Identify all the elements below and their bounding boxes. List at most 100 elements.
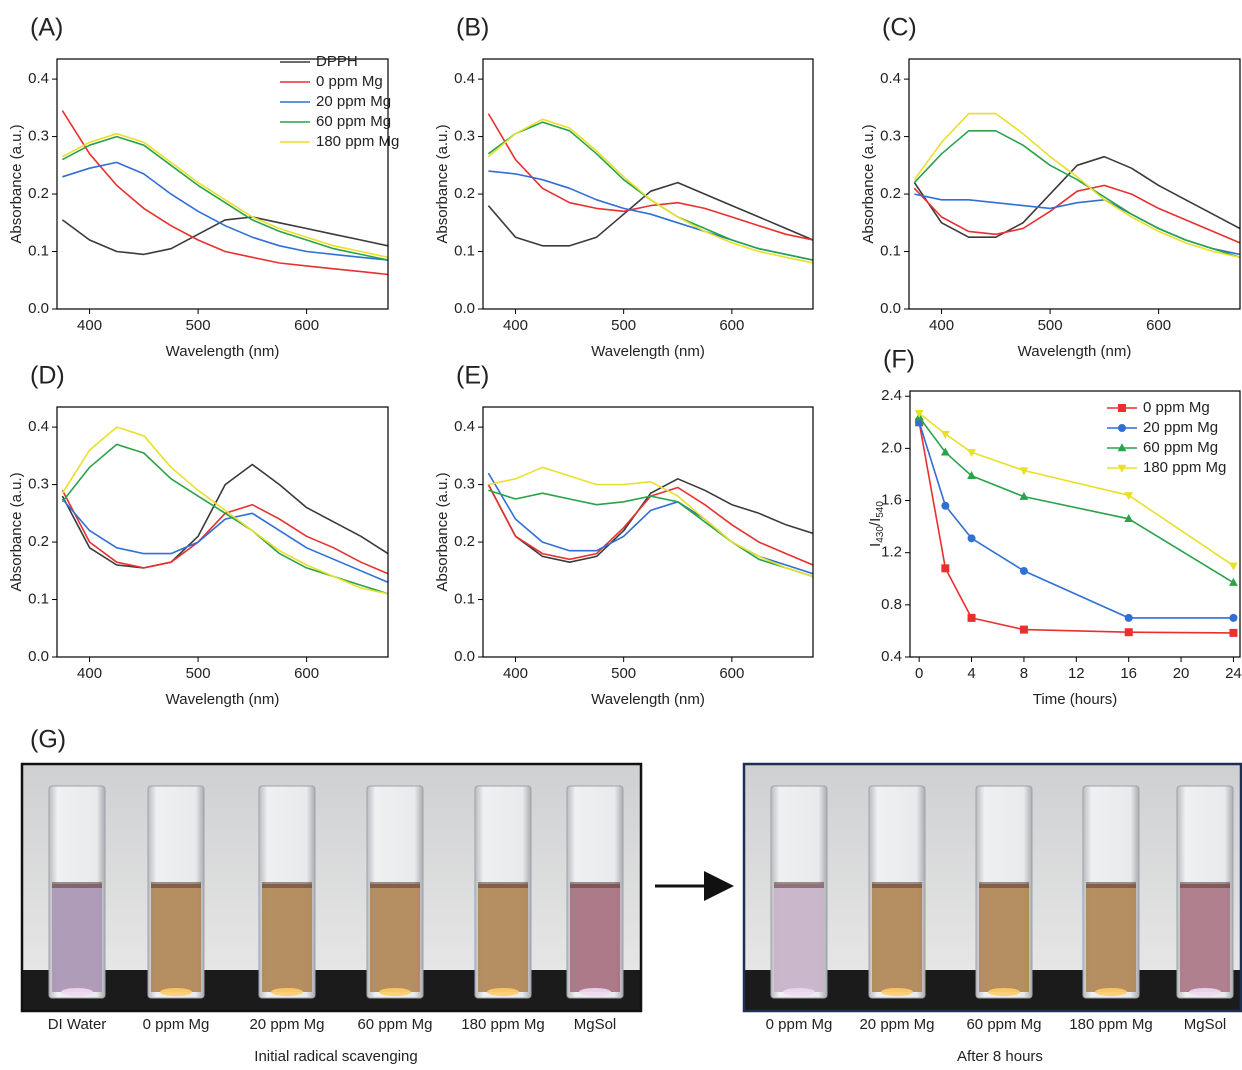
liquid-meniscus — [872, 882, 922, 888]
marker — [1229, 628, 1238, 637]
cuvette-liquid — [1180, 884, 1230, 992]
panel-label: (E) — [456, 362, 489, 390]
cuvette-liquid — [370, 884, 420, 992]
y-axis-label: Absorbance (a.u.) — [434, 124, 451, 243]
light-glow — [1095, 988, 1127, 996]
sample-label: MgSol — [574, 1016, 617, 1033]
panel-label: (A) — [30, 14, 63, 42]
sample-label: DI Water — [48, 1016, 107, 1033]
y-tick-label: 0.0 — [28, 300, 49, 317]
x-tick-label: 400 — [503, 317, 528, 334]
light-glow — [61, 988, 93, 996]
liquid-meniscus — [262, 882, 312, 888]
marker — [1229, 613, 1238, 622]
sample-label: 0 ppm Mg — [766, 1016, 833, 1033]
y-tick-label: 0.1 — [454, 242, 475, 259]
y-tick-label: 0.2 — [454, 533, 475, 550]
sample-label: 180 ppm Mg — [461, 1016, 544, 1033]
y-tick-label: 0.8 — [881, 596, 902, 613]
cuvette-liquid — [774, 884, 824, 992]
series-line — [61, 110, 388, 276]
light-glow — [988, 988, 1020, 996]
cuvette-liquid — [872, 884, 922, 992]
marker — [1019, 625, 1028, 634]
x-axis-label: Time (hours) — [1033, 691, 1117, 708]
cuvette-liquid — [52, 884, 102, 992]
marker — [1229, 562, 1238, 571]
photo-table — [22, 970, 641, 1011]
series-line — [488, 170, 813, 261]
light-glow — [487, 988, 519, 996]
y-tick-label: 0.1 — [880, 242, 901, 259]
y-tick-label: 0.1 — [454, 590, 475, 607]
photo-frame — [20, 762, 643, 1013]
legend-label: 180 ppm Mg — [1143, 459, 1226, 476]
y-tick-label: 0.2 — [454, 185, 475, 202]
series-line — [488, 466, 813, 578]
y-axis-label: Absorbance (a.u.) — [8, 472, 25, 591]
series-line — [487, 113, 813, 241]
x-tick-label: 8 — [1020, 665, 1028, 682]
x-tick-label: 400 — [77, 665, 102, 682]
y-tick-label: 0.2 — [28, 185, 49, 202]
series-line — [62, 161, 388, 261]
y-tick-label: 0.2 — [880, 185, 901, 202]
x-axis-label: Wavelength (nm) — [1018, 343, 1132, 360]
liquid-meniscus — [52, 882, 102, 888]
x-tick-label: 24 — [1225, 665, 1242, 682]
plot-frame — [482, 406, 814, 658]
series-line — [61, 463, 388, 569]
light-glow — [271, 988, 303, 996]
cuvette-liquid — [570, 884, 620, 992]
marker — [1117, 443, 1127, 452]
y-axis-label-part: I — [867, 543, 884, 547]
x-tick-label: 500 — [611, 665, 636, 682]
x-tick-label: 500 — [1038, 317, 1063, 334]
panel-label: (D) — [30, 362, 65, 390]
x-tick-label: 400 — [77, 317, 102, 334]
photo-caption: Initial radical scavenging — [254, 1048, 417, 1065]
series-line — [913, 184, 1240, 244]
plot-frame — [908, 58, 1241, 310]
x-tick-label: 20 — [1173, 665, 1190, 682]
legend-label: DPPH — [316, 53, 358, 70]
marker — [1124, 513, 1134, 522]
y-tick-label: 0.2 — [28, 533, 49, 550]
photo-caption: After 8 hours — [957, 1048, 1043, 1065]
x-tick-label: 400 — [929, 317, 954, 334]
y-tick-label: 0.0 — [454, 300, 475, 317]
cuvette-liquid — [151, 884, 201, 992]
marker — [967, 613, 976, 622]
panel-label: (C) — [882, 14, 917, 42]
photo-wall — [22, 764, 641, 972]
y-tick-label: 0.1 — [28, 590, 49, 607]
legend-label: 60 ppm Mg — [1143, 439, 1218, 456]
liquid-meniscus — [478, 882, 528, 888]
marker — [967, 470, 976, 479]
liquid-meniscus — [570, 882, 620, 888]
y-tick-label: 0.3 — [880, 128, 901, 145]
x-tick-label: 600 — [294, 317, 319, 334]
y-axis-label: I430/I540 — [867, 501, 886, 547]
x-tick-label: 500 — [611, 317, 636, 334]
liquid-meniscus — [1086, 882, 1136, 888]
y-tick-label: 2.4 — [881, 387, 902, 404]
y-tick-label: 1.6 — [881, 491, 902, 508]
cuvette-liquid — [262, 884, 312, 992]
series-line — [62, 132, 388, 259]
series-line — [487, 478, 813, 563]
series-line — [913, 112, 1240, 259]
x-tick-label: 0 — [915, 665, 923, 682]
liquid-meniscus — [774, 882, 824, 888]
panel-label: (B) — [456, 14, 489, 42]
liquid-meniscus — [151, 882, 201, 888]
x-axis-label: Wavelength (nm) — [591, 691, 705, 708]
series-line — [61, 216, 388, 256]
y-tick-label: 0.3 — [28, 476, 49, 493]
plot-frame — [56, 406, 389, 658]
sample-label: MgSol — [1184, 1016, 1227, 1033]
x-tick-label: 500 — [186, 317, 211, 334]
x-tick-label: 4 — [967, 665, 975, 682]
y-axis-label: Absorbance (a.u.) — [434, 472, 451, 591]
y-tick-label: 0.4 — [28, 70, 49, 87]
